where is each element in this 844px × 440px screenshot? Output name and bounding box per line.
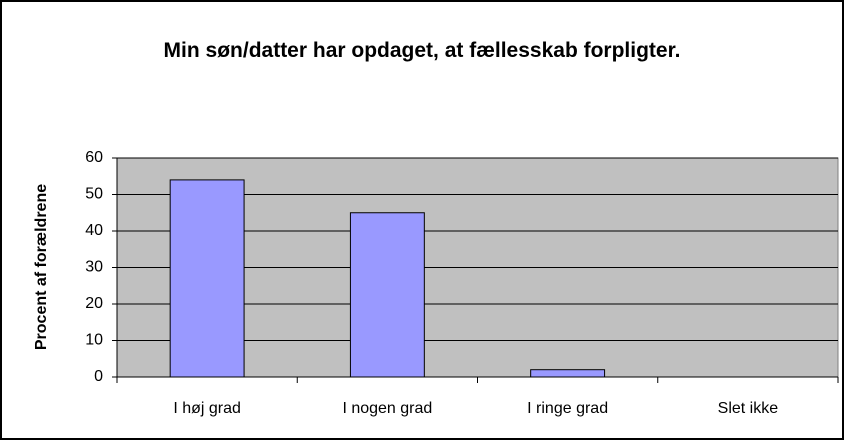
y-tick-label: 20 [85, 295, 103, 312]
x-tick-label: I nogen grad [342, 400, 432, 417]
y-axis-label: Procent af forældrene [33, 184, 50, 350]
y-tick-label: 10 [85, 332, 103, 349]
bar [349, 212, 425, 378]
y-tick-label: 0 [94, 368, 103, 385]
chart-title: Min søn/datter har opdaget, at fællesska… [163, 39, 681, 62]
x-tick-label: Slet ikke [718, 400, 779, 417]
bar [530, 369, 606, 378]
x-tick-label: I ringe grad [527, 400, 608, 417]
y-tick-label: 50 [85, 186, 103, 203]
bar [169, 179, 245, 378]
y-tick-label: 60 [85, 149, 103, 166]
y-tick-label: 30 [85, 259, 103, 276]
x-tick-label: I høj grad [173, 400, 241, 417]
y-tick-label: 40 [85, 222, 103, 239]
